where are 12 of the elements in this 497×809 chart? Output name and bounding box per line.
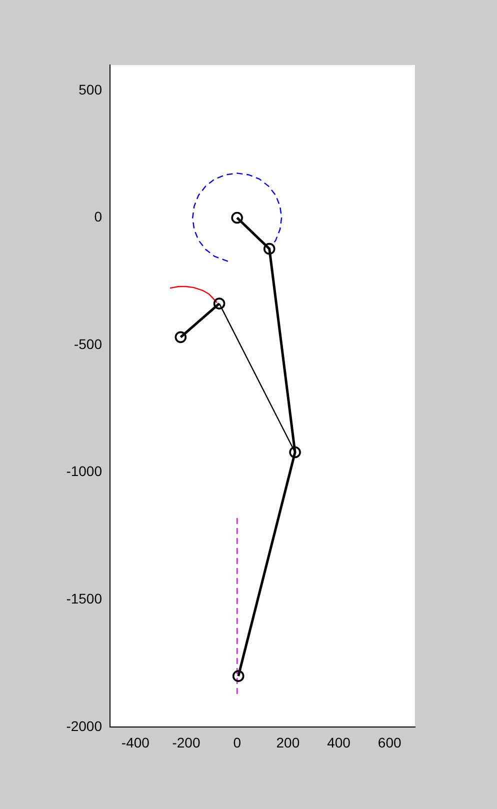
y-tick-label: -1500 [66, 590, 102, 607]
x-tick-label: -400 [121, 734, 150, 750]
y-tick-label: -2000 [66, 718, 102, 734]
x-tick-label: -200 [172, 734, 200, 750]
x-tick-label: 0 [233, 734, 242, 750]
x-tick-label: 400 [327, 734, 351, 750]
x-tick-label: 200 [276, 734, 300, 750]
y-tick-label: 0 [94, 208, 102, 225]
y-tick-label: 500 [78, 81, 102, 98]
y-tick-label: -500 [74, 336, 102, 352]
y-tick-label: -1000 [66, 463, 102, 480]
x-tick-label: 600 [378, 734, 402, 750]
